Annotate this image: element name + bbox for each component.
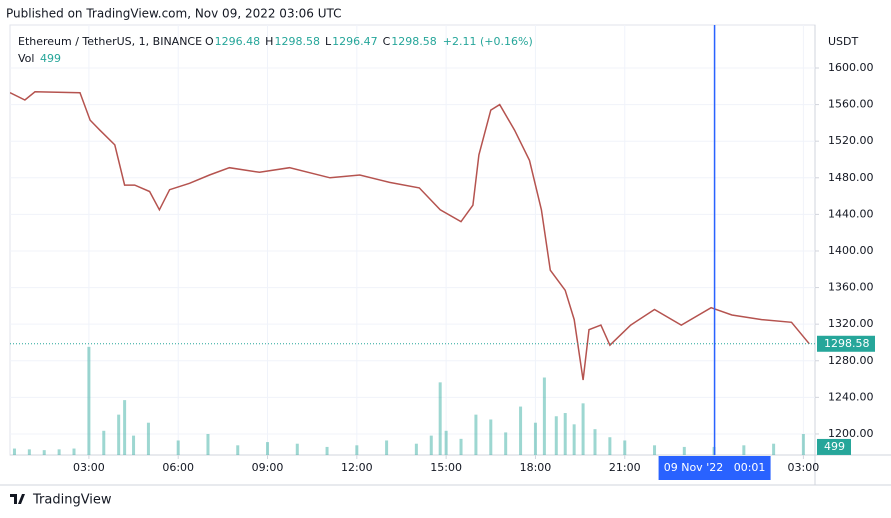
y-tick-label: 1320.00 — [828, 317, 874, 330]
volume-tag — [817, 438, 851, 455]
volume-bar — [489, 419, 493, 455]
ohlc-key: O — [205, 35, 214, 48]
volume-tag-label: 499 — [824, 440, 845, 453]
y-tick-label: 1560.00 — [828, 98, 874, 111]
volume-bar — [72, 448, 76, 455]
axes: 1200.00 1240.00 1280.00 1320.00 1360.00 1400.… — [73, 61, 873, 474]
crosshair-tag — [658, 456, 771, 480]
volume-label: Vol — [18, 52, 34, 65]
y-tick-label: 1440.00 — [828, 207, 874, 220]
last-price-label: 1298.58 — [824, 337, 870, 350]
symbol: Ethereum / TetherUS, 1, BINANCE — [18, 35, 202, 48]
x-tick-label: 21:00 — [609, 461, 641, 474]
volume-bar — [608, 437, 612, 455]
volume-bar — [563, 413, 567, 455]
ohlc-value: 1296.48 — [215, 35, 261, 48]
volume-bar — [385, 440, 389, 455]
volume-bar — [444, 430, 448, 455]
ohlc-key: H — [265, 35, 273, 48]
volume-bar — [123, 400, 127, 455]
published: Published on TradingView.com, Nov 09, 20… — [6, 7, 342, 21]
x-tick-label: 03:00 — [73, 461, 105, 474]
volume-bar — [102, 430, 106, 455]
volume-bar — [355, 445, 359, 455]
ohlc-value: 1296.47 — [332, 35, 378, 48]
price-line — [10, 91, 810, 381]
y-tick-label: 1600.00 — [828, 61, 874, 74]
price-pane — [10, 91, 810, 381]
x-tick-label: 15:00 — [430, 461, 462, 474]
y-tick-label: 1480.00 — [828, 171, 874, 184]
y-tick-label: 1360.00 — [828, 281, 874, 294]
volume-bar — [325, 446, 329, 455]
volume-bar — [117, 414, 121, 455]
y-tick-label: 1400.00 — [828, 244, 874, 257]
volume-bar — [593, 429, 597, 455]
volume-bar — [533, 422, 537, 455]
x-tick-label: 18:00 — [520, 461, 552, 474]
y-tick-label: 1280.00 — [828, 354, 874, 367]
volume-bar — [429, 435, 433, 455]
volume-bar — [801, 434, 805, 455]
volume-bar — [266, 442, 270, 455]
volume-bar — [87, 346, 91, 455]
last-price-tag — [817, 335, 875, 352]
volume-bar — [27, 449, 31, 455]
ohlc-key: L — [325, 35, 332, 48]
crosshair-label: 09 Nov '22 00:01 — [664, 461, 766, 474]
volume-bar — [623, 440, 627, 455]
ohlc-value: 1298.58 — [274, 35, 320, 48]
volume-bar — [554, 416, 558, 455]
volume-bar — [12, 448, 16, 455]
x-tick-label: 03:00 — [788, 461, 820, 474]
volume-bar — [236, 445, 240, 455]
volume-bar — [542, 377, 546, 455]
volume-bar — [772, 443, 776, 455]
y-tick-label: 1520.00 — [828, 134, 874, 147]
legend: Ethereum / TetherUS, 1, BINANCE Vol 499 … — [18, 35, 533, 65]
volume-bar — [295, 443, 299, 455]
volume-bar — [176, 440, 180, 455]
volume-pane — [12, 346, 805, 455]
change: +2.11 (+0.16%) — [443, 35, 533, 48]
x-tick-label: 12:00 — [341, 461, 373, 474]
volume-bar — [504, 432, 508, 455]
volume-bar — [206, 434, 210, 455]
volume-bar — [459, 438, 463, 455]
volume-bar — [572, 424, 576, 455]
volume-bar — [474, 414, 478, 455]
volume-bar — [57, 449, 61, 455]
ohlc-key: C — [383, 35, 391, 48]
volume-value: 499 — [40, 52, 61, 65]
volume-bar — [42, 450, 46, 455]
volume-bar — [414, 443, 418, 455]
y-tick-label: 1240.00 — [828, 390, 874, 403]
x-tick-label: 09:00 — [252, 461, 284, 474]
x-tick-label: 06:00 — [162, 461, 194, 474]
volume-bar — [438, 382, 442, 455]
brand: TradingView — [32, 493, 112, 508]
volume-bar — [519, 406, 523, 455]
logo — [10, 494, 25, 504]
currency: USDT — [828, 35, 859, 48]
volume-bar — [146, 422, 150, 455]
volume-bar — [682, 446, 686, 455]
volume-bar — [132, 435, 136, 455]
ohlc-value: 1298.58 — [391, 35, 437, 48]
volume-bar — [581, 403, 585, 455]
volume-bar — [742, 445, 746, 455]
volume-bar — [653, 445, 657, 455]
y-tick-label: 1200.00 — [828, 427, 874, 440]
